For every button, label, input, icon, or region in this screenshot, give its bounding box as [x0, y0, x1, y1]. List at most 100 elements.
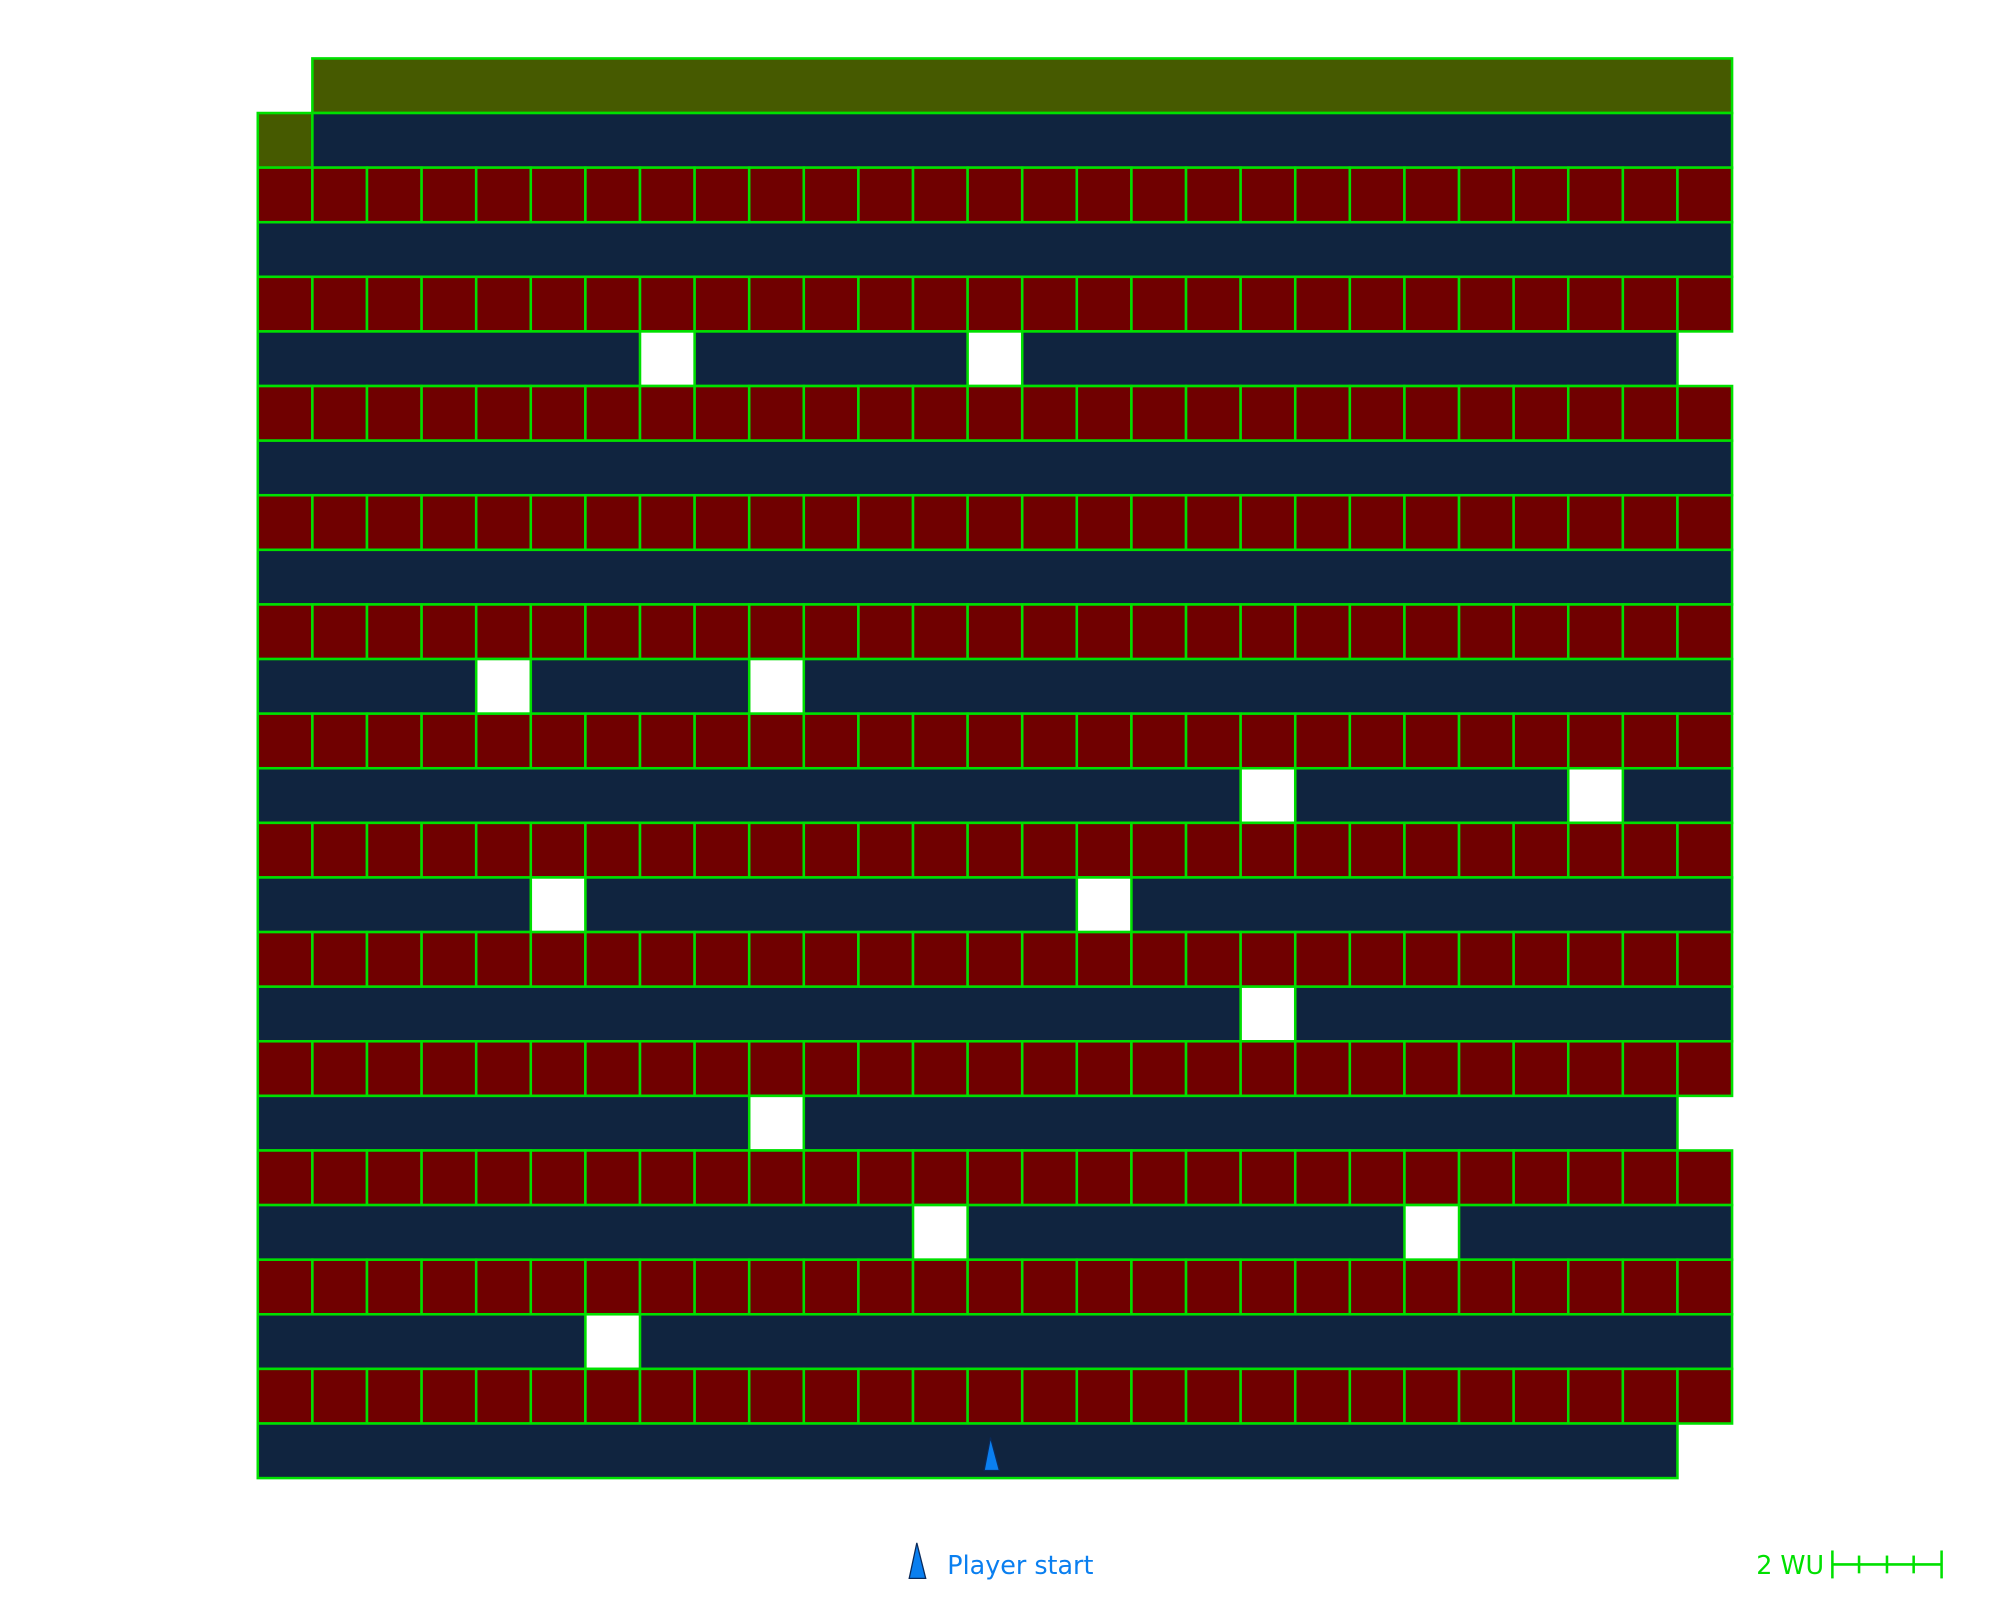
wall-cell: [1130, 493, 1188, 552]
wall-cell: [529, 712, 587, 770]
hole: [529, 876, 587, 934]
wall-cell: [1020, 1039, 1079, 1098]
wall-cell: [1293, 1367, 1352, 1425]
map-cells: [256, 57, 1734, 1480]
wall-cell: [1130, 1039, 1188, 1098]
wall-cell: [638, 493, 696, 552]
wall-cell: [1621, 1367, 1679, 1425]
wall-cell: [1020, 712, 1079, 770]
wall-cell: [311, 930, 369, 988]
wall-cell: [1566, 1367, 1625, 1425]
wall-cell: [911, 166, 969, 224]
wall-cell: [966, 275, 1024, 333]
wall-cell: [529, 603, 587, 661]
wall-cell: [802, 166, 860, 224]
wall-cell: [1457, 1149, 1515, 1207]
wall-cell: [1130, 603, 1188, 661]
wall-cell: [857, 384, 915, 442]
wall-cell: [1676, 712, 1734, 770]
wall-cell: [529, 1149, 587, 1207]
wall-cell: [1348, 493, 1406, 552]
corridor: [256, 1203, 1734, 1261]
wall-cell: [1020, 493, 1079, 552]
wall-cell: [474, 821, 533, 879]
wall-cell: [802, 1367, 860, 1425]
wall-cell: [1239, 1258, 1297, 1316]
wall-cell: [1457, 712, 1515, 770]
wall-cell: [1130, 1149, 1188, 1207]
wall-cell: [1676, 1258, 1734, 1316]
wall-cell: [966, 1039, 1024, 1098]
wall-cell: [474, 166, 533, 224]
wall-cell: [1457, 603, 1515, 661]
wall-cell: [256, 166, 314, 224]
wall-cell: [802, 493, 860, 552]
hole: [1403, 1203, 1461, 1261]
wall-cell: [1075, 384, 1133, 442]
wall-cell: [1512, 1039, 1570, 1098]
wall-cell: [1239, 384, 1297, 442]
olive-strip: [311, 57, 1734, 115]
wall-cell: [747, 384, 806, 442]
wall-cell: [420, 1149, 478, 1207]
wall-cell: [1348, 275, 1406, 333]
wall-cell: [1130, 821, 1188, 879]
wall-cell: [638, 603, 696, 661]
legend-scale-label: 2 WU: [1756, 1550, 1824, 1580]
wall-cell: [1020, 1149, 1079, 1207]
wall-cell: [1075, 1039, 1133, 1098]
wall-cell: [1130, 384, 1188, 442]
wall-cell: [529, 1039, 587, 1098]
wall-cell: [1293, 821, 1352, 879]
wall-cell: [747, 930, 806, 988]
wall-cell: [857, 493, 915, 552]
corridor: [256, 548, 1734, 606]
wall-cell: [1020, 166, 1079, 224]
wall-cell: [693, 1149, 751, 1207]
wall-cell: [1457, 821, 1515, 879]
wall-cell: [638, 166, 696, 224]
wall-cell: [911, 603, 969, 661]
wall-cell: [1130, 1367, 1188, 1425]
wall-cell: [1184, 166, 1242, 224]
corridor: [256, 1094, 1679, 1152]
wall-cell: [1020, 821, 1079, 879]
wall-cell: [365, 712, 423, 770]
wall-cell: [1075, 712, 1133, 770]
wall-cell: [420, 821, 478, 879]
wall-cell: [1020, 384, 1079, 442]
wall-cell: [911, 1039, 969, 1098]
wall-cell: [802, 930, 860, 988]
wall-cell: [857, 1258, 915, 1316]
wall-cell: [966, 1149, 1024, 1207]
wall-cell: [638, 384, 696, 442]
wall-cell: [365, 1039, 423, 1098]
wall-cell: [1457, 493, 1515, 552]
wall-cell: [802, 603, 860, 661]
wall-cell: [1348, 603, 1406, 661]
wall-cell: [966, 821, 1024, 879]
corridor: [256, 1313, 1734, 1371]
hole: [584, 1313, 642, 1371]
wall-cell: [1075, 493, 1133, 552]
wall-cell: [1293, 1258, 1352, 1316]
wall-cell: [1621, 275, 1679, 333]
wall-cell: [1457, 384, 1515, 442]
wall-cell: [966, 1367, 1024, 1425]
wall-cell: [420, 930, 478, 988]
wall-cell: [1457, 1039, 1515, 1098]
wall-cell: [420, 1258, 478, 1316]
wall-cell: [584, 493, 642, 552]
wall-cell: [1512, 1149, 1570, 1207]
hole: [1239, 985, 1297, 1043]
hole: [747, 1094, 806, 1152]
corridor: [256, 766, 1734, 825]
wall-cell: [420, 166, 478, 224]
wall-cell: [1184, 603, 1242, 661]
wall-cell: [256, 1258, 314, 1316]
wall-cell: [1676, 821, 1734, 879]
wall-cell: [1403, 1149, 1461, 1207]
wall-cell: [1566, 275, 1625, 333]
wall-cell: [256, 384, 314, 442]
